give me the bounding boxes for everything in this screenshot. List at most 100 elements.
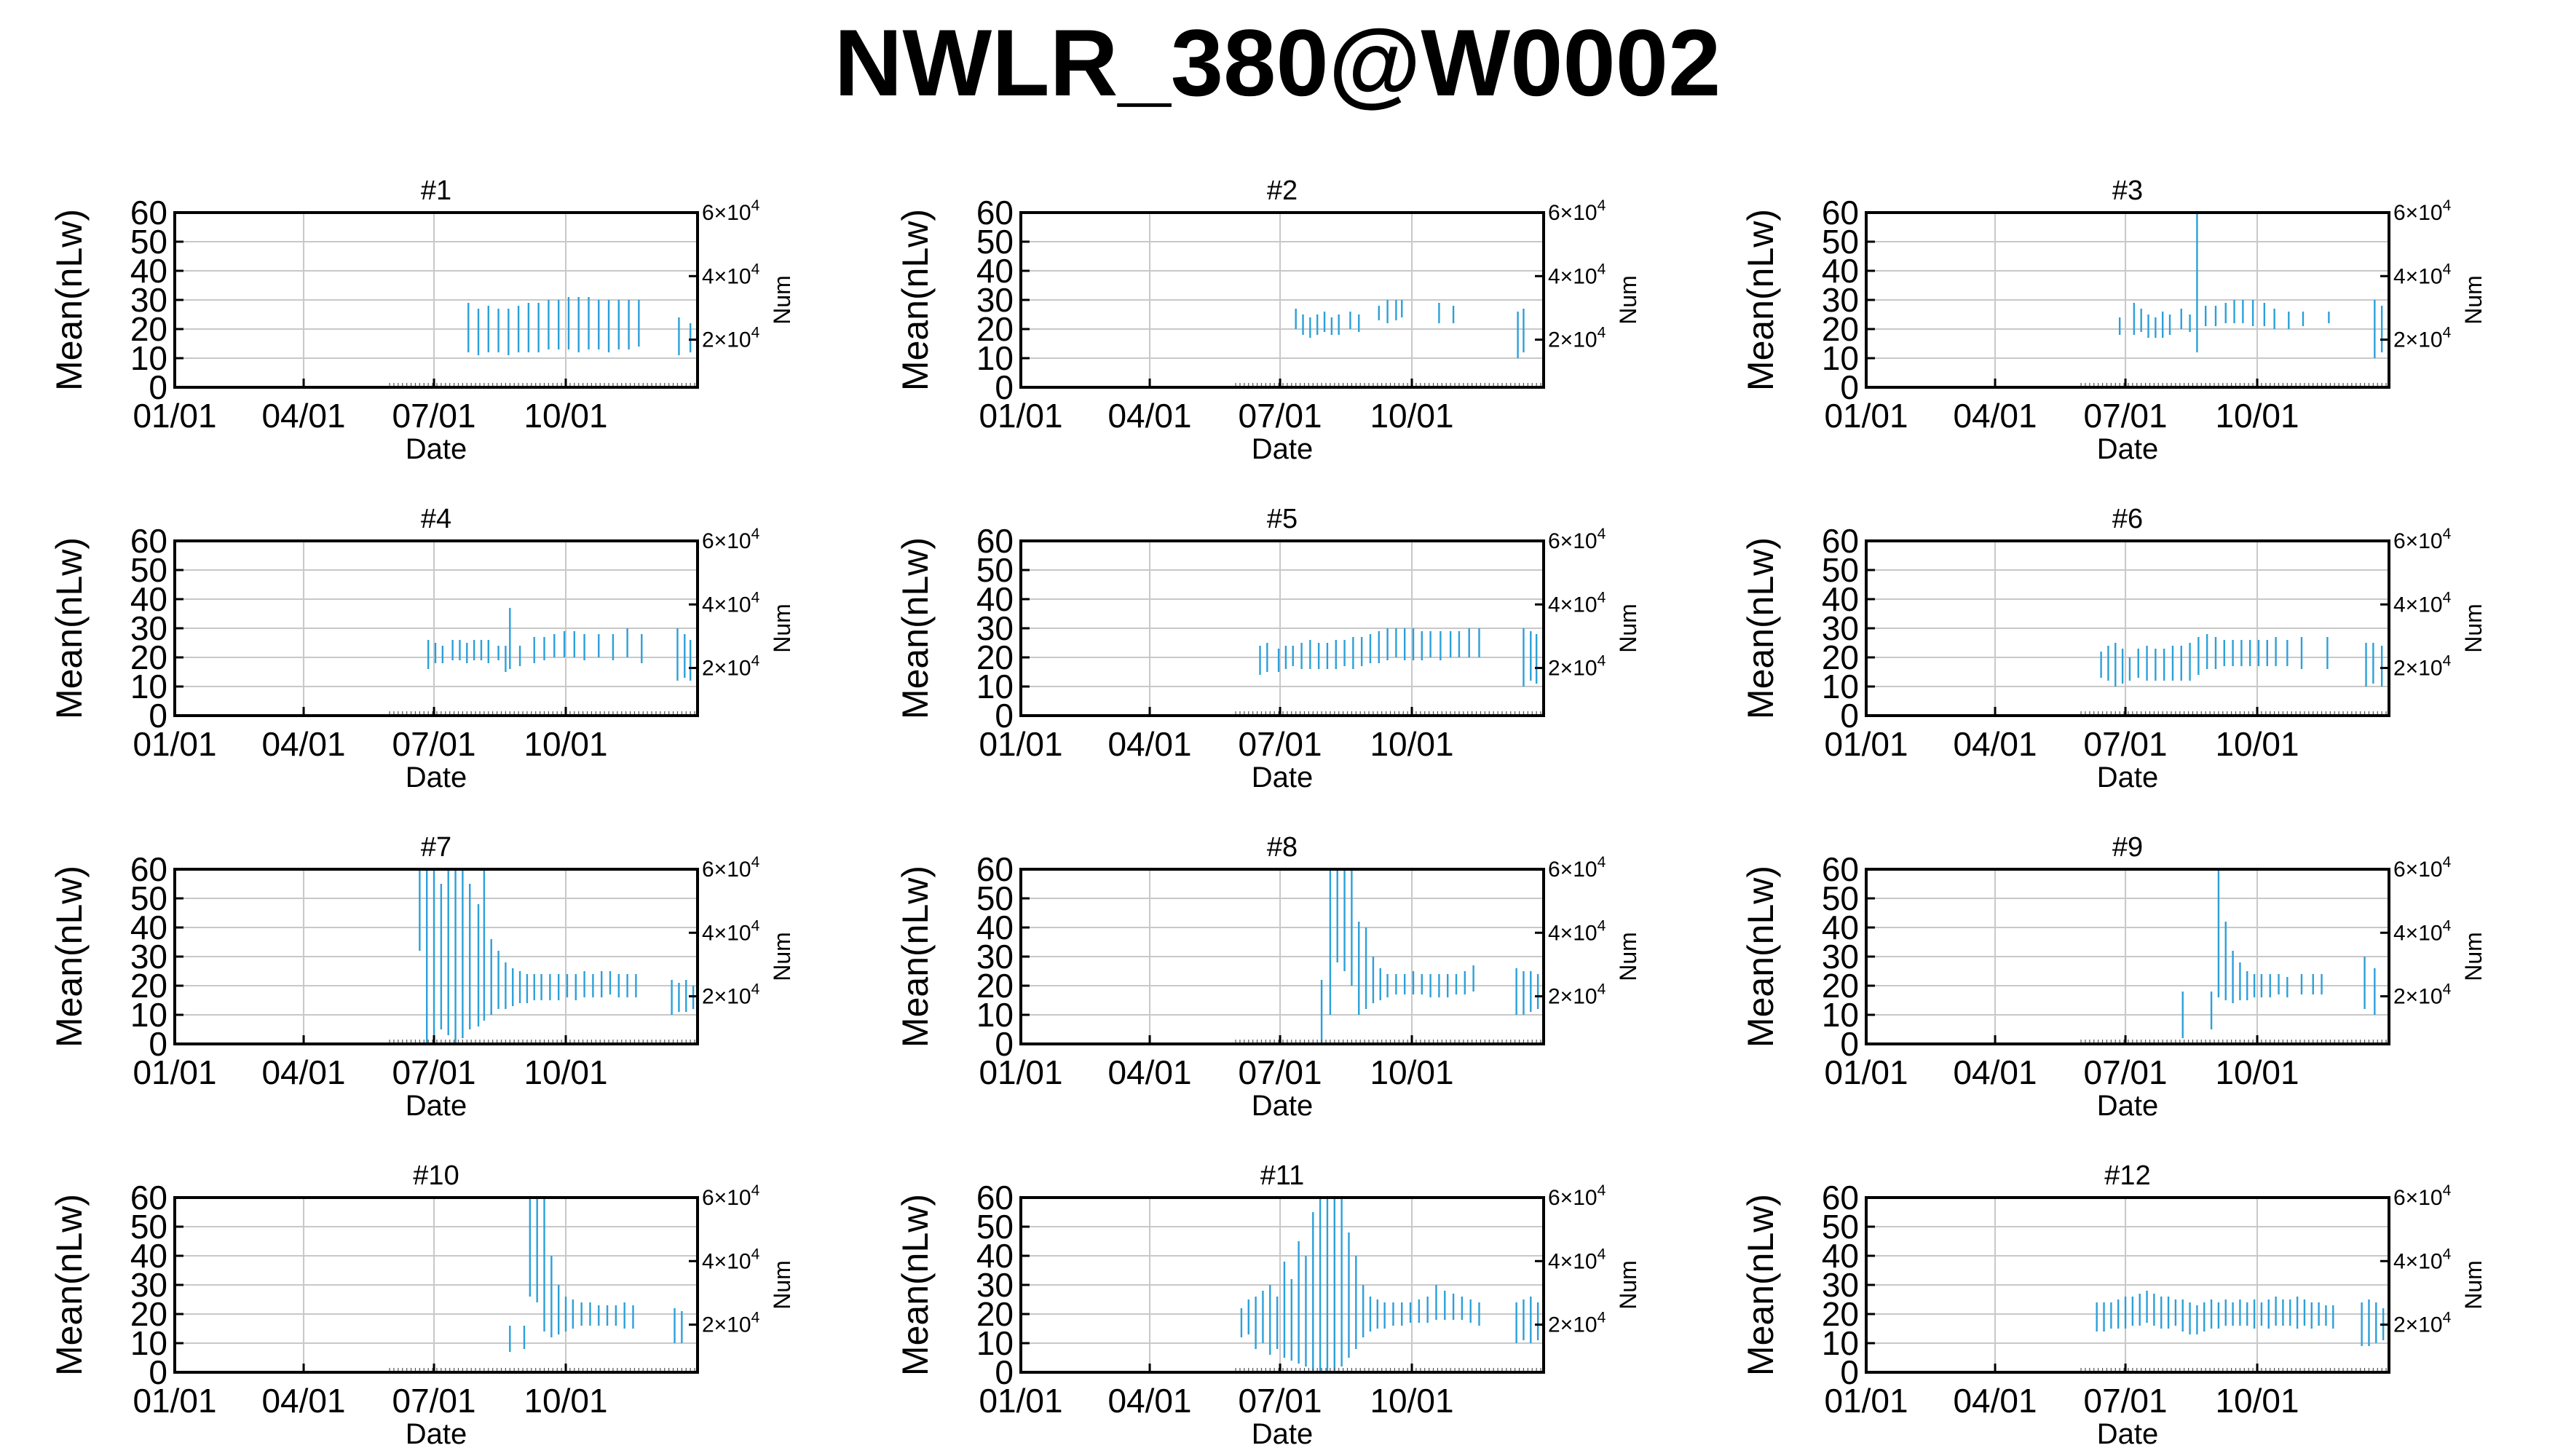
y2-tick-label: 6×104 (702, 854, 760, 882)
x-tick-label: 01/01 (133, 1053, 216, 1091)
y-axis-label: Mean(nLw) (1740, 209, 1781, 391)
x-tick-label: 04/01 (1953, 397, 2037, 435)
y-tick-label: 30 (1822, 938, 1859, 976)
y-tick-label: 50 (976, 551, 1014, 589)
y-tick-label: 10 (976, 996, 1014, 1034)
y-axis-label: Mean(nLw) (49, 209, 90, 391)
chart-title: #11 (1260, 1160, 1305, 1191)
y-tick-label: 40 (976, 252, 1014, 290)
y-tick-label: 50 (976, 1208, 1014, 1246)
y2-tick-label: 4×104 (1548, 261, 1606, 288)
y-tick-label: 40 (1822, 580, 1859, 618)
x-tick-label: 04/01 (1107, 1382, 1191, 1420)
x-tick-label: 07/01 (1238, 1382, 1322, 1420)
y2-tick-label: 6×104 (1548, 526, 1606, 553)
x-tick-label: 04/01 (1953, 725, 2037, 763)
x-tick-label: 07/01 (2083, 1382, 2167, 1420)
x-axis-label: Date (1252, 1090, 1314, 1122)
y2-tick-label: 2×104 (1548, 981, 1606, 1009)
y-tick-label: 30 (1822, 281, 1859, 319)
x-tick-label: 07/01 (2083, 725, 2167, 763)
y-tick-label: 60 (976, 850, 1014, 888)
y2-axis-label: Num (2460, 932, 2487, 981)
y-tick-label: 20 (976, 638, 1014, 676)
x-tick-label: 10/01 (524, 397, 607, 435)
y-tick-label: 0 (995, 368, 1014, 406)
y-tick-label: 20 (1822, 967, 1859, 1005)
y-tick-label: 30 (976, 938, 1014, 976)
y2-tick-label: 4×104 (1548, 589, 1606, 617)
y-tick-label: 30 (976, 609, 1014, 647)
chart-title: #6 (2112, 504, 2143, 534)
y-tick-label: 40 (130, 909, 167, 946)
x-tick-label: 07/01 (1238, 397, 1322, 435)
y-tick-label: 50 (1822, 223, 1859, 261)
y-tick-label: 20 (130, 310, 167, 348)
x-tick-label: 01/01 (1824, 1382, 1908, 1420)
x-tick-label: 01/01 (979, 397, 1062, 435)
y2-tick-label: 4×104 (2393, 261, 2452, 288)
x-axis-label: Date (2097, 1418, 2159, 1450)
y-tick-label: 20 (130, 638, 167, 676)
y-tick-label: 30 (130, 281, 167, 319)
x-tick-label: 07/01 (392, 725, 475, 763)
y2-tick-label: 4×104 (2393, 1246, 2452, 1273)
x-tick-label: 10/01 (1370, 397, 1453, 435)
y-tick-label: 10 (130, 1324, 167, 1362)
y2-tick-label: 2×104 (702, 981, 760, 1009)
y-tick-label: 40 (130, 580, 167, 618)
y-tick-label: 0 (995, 1353, 1014, 1391)
y-tick-label: 50 (976, 223, 1014, 261)
y-tick-label: 60 (976, 1179, 1014, 1216)
y-tick-label: 50 (976, 879, 1014, 917)
chart-title: #10 (413, 1160, 459, 1191)
y-tick-label: 40 (1822, 1237, 1859, 1275)
x-tick-label: 10/01 (524, 1382, 607, 1420)
y2-tick-label: 2×104 (1548, 1310, 1606, 1337)
y-tick-label: 20 (130, 1295, 167, 1333)
x-tick-label: 07/01 (392, 397, 475, 435)
y-tick-label: 40 (130, 252, 167, 290)
y-tick-label: 50 (130, 1208, 167, 1246)
y2-axis-label: Num (769, 1260, 795, 1310)
y-tick-label: 10 (1822, 996, 1859, 1034)
x-tick-label: 04/01 (1953, 1053, 2037, 1091)
y-axis-label: Mean(nLw) (895, 866, 936, 1048)
y-tick-label: 0 (149, 368, 167, 406)
x-tick-label: 10/01 (1370, 725, 1453, 763)
y2-axis-label: Num (2460, 275, 2487, 325)
y-axis-label: Mean(nLw) (1740, 537, 1781, 719)
y-tick-label: 10 (976, 1324, 1014, 1362)
y2-axis-label: Num (769, 275, 795, 325)
x-tick-label: 10/01 (1370, 1382, 1453, 1420)
y-tick-label: 40 (1822, 252, 1859, 290)
x-tick-label: 01/01 (979, 725, 1062, 763)
x-tick-label: 04/01 (1107, 725, 1191, 763)
x-tick-label: 07/01 (2083, 397, 2167, 435)
x-axis-label: Date (2097, 433, 2159, 465)
x-tick-label: 07/01 (1238, 1053, 1322, 1091)
y2-tick-label: 4×104 (2393, 917, 2452, 945)
y-tick-label: 40 (1822, 909, 1859, 946)
x-tick-label: 10/01 (524, 1053, 607, 1091)
x-tick-label: 10/01 (2215, 397, 2299, 435)
x-tick-label: 01/01 (133, 725, 216, 763)
y-tick-label: 50 (1822, 1208, 1859, 1246)
y-tick-label: 10 (1822, 668, 1859, 705)
x-tick-label: 04/01 (261, 1382, 345, 1420)
page-title: NWLR_380@W0002 (834, 9, 1721, 116)
chart-title: #1 (421, 175, 451, 206)
y2-tick-label: 2×104 (2393, 325, 2452, 352)
y-tick-label: 60 (130, 194, 167, 232)
x-tick-label: 01/01 (1824, 725, 1908, 763)
y-tick-label: 60 (1822, 850, 1859, 888)
x-axis-label: Date (2097, 1090, 2159, 1122)
y2-axis-label: Num (1615, 932, 1641, 981)
y-tick-label: 50 (130, 551, 167, 589)
y-tick-label: 30 (976, 1266, 1014, 1304)
